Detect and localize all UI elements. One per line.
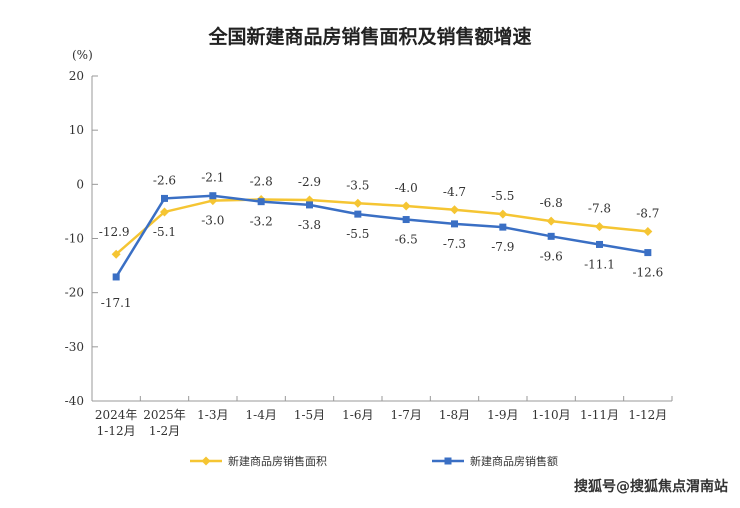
data-label: -2.9 bbox=[298, 175, 321, 189]
legend-marker bbox=[201, 456, 211, 466]
x-tick-label: 1-10月 bbox=[532, 408, 571, 422]
data-point-marker bbox=[306, 201, 313, 209]
data-label: -7.9 bbox=[491, 240, 514, 254]
data-point-marker bbox=[112, 273, 120, 281]
data-point-marker bbox=[450, 205, 459, 215]
x-tick-label: 1-7月 bbox=[391, 408, 422, 422]
legend-label: 新建商品房销售面积 bbox=[228, 454, 327, 468]
data-label: -5.5 bbox=[346, 227, 369, 241]
data-point-marker bbox=[596, 240, 603, 248]
chart-title: 全国新建商品房销售面积及销售额增速 bbox=[208, 26, 532, 48]
data-point-marker bbox=[401, 201, 411, 211]
data-label: -7.3 bbox=[443, 237, 466, 251]
data-label: -9.6 bbox=[540, 249, 563, 263]
x-tick-label: 2024年 bbox=[95, 408, 138, 422]
legend-label: 新建商品房销售额 bbox=[470, 454, 558, 468]
data-point-marker bbox=[111, 249, 121, 259]
data-label: -4.0 bbox=[395, 181, 418, 195]
data-point-marker bbox=[547, 232, 555, 240]
data-label: -2.1 bbox=[201, 171, 224, 185]
data-label: -3.8 bbox=[298, 218, 321, 232]
data-point-marker bbox=[644, 249, 652, 257]
x-tick-label: 2025年 bbox=[143, 408, 186, 422]
data-label: -2.8 bbox=[250, 175, 273, 189]
series-line-2 bbox=[115, 194, 649, 278]
data-label: -5.5 bbox=[491, 189, 514, 203]
x-tick-label: 1-5月 bbox=[294, 408, 325, 422]
data-label: -5.1 bbox=[153, 225, 176, 239]
data-point-marker bbox=[209, 192, 217, 200]
x-tick-label: 1-2月 bbox=[149, 424, 180, 438]
y-tick-label: 0 bbox=[76, 177, 84, 191]
y-tick-label: 20 bbox=[69, 69, 84, 83]
data-label: -17.1 bbox=[101, 296, 132, 310]
data-point-marker bbox=[499, 223, 507, 231]
data-point-marker bbox=[643, 226, 653, 236]
data-label: -4.7 bbox=[443, 185, 466, 199]
data-label: -2.6 bbox=[153, 173, 176, 187]
y-tick-label: 10 bbox=[69, 123, 84, 137]
y-tick-label: -10 bbox=[65, 232, 84, 246]
x-tick-label: 1-6月 bbox=[342, 408, 373, 422]
x-tick-label: 1-3月 bbox=[197, 408, 228, 422]
x-tick-label: 1-12月 bbox=[97, 424, 136, 438]
data-label: -12.9 bbox=[99, 225, 130, 239]
data-label: -11.1 bbox=[584, 257, 615, 271]
data-point-marker bbox=[546, 216, 556, 226]
x-tick-label: 1-8月 bbox=[439, 408, 470, 422]
data-point-marker bbox=[595, 222, 604, 232]
data-point-marker bbox=[160, 207, 169, 217]
data-point-marker bbox=[257, 198, 265, 206]
y-tick-label: -30 bbox=[65, 340, 84, 354]
y-tick-label: -20 bbox=[65, 286, 84, 300]
data-point-marker bbox=[353, 198, 363, 208]
y-axis-unit: (%) bbox=[72, 48, 93, 62]
legend: 新建商品房销售面积 新建商品房销售额 bbox=[190, 454, 558, 468]
data-label: -3.0 bbox=[201, 214, 224, 228]
data-label: -8.7 bbox=[636, 206, 659, 220]
data-point-marker bbox=[498, 209, 508, 219]
x-tick-label: 1-4月 bbox=[246, 408, 277, 422]
series-line-1 bbox=[115, 198, 648, 256]
data-label: -3.5 bbox=[346, 178, 369, 192]
data-point-marker bbox=[161, 194, 168, 202]
x-tick-label: 1-11月 bbox=[580, 408, 619, 422]
data-point-marker bbox=[354, 210, 362, 218]
data-point-marker bbox=[402, 216, 410, 224]
watermark: 搜狐号@搜狐焦点渭南站 bbox=[574, 479, 728, 495]
data-label: -3.2 bbox=[250, 215, 273, 229]
data-point-marker bbox=[451, 220, 458, 228]
y-tick-label: -40 bbox=[65, 394, 84, 408]
data-label: -7.8 bbox=[588, 202, 611, 216]
x-tick-label: 1-9月 bbox=[487, 408, 518, 422]
data-label: -6.5 bbox=[395, 233, 418, 247]
data-label: -6.8 bbox=[540, 196, 563, 210]
data-label: -12.6 bbox=[632, 266, 663, 280]
legend-marker bbox=[444, 457, 452, 465]
x-tick-label: 1-12月 bbox=[628, 408, 667, 422]
